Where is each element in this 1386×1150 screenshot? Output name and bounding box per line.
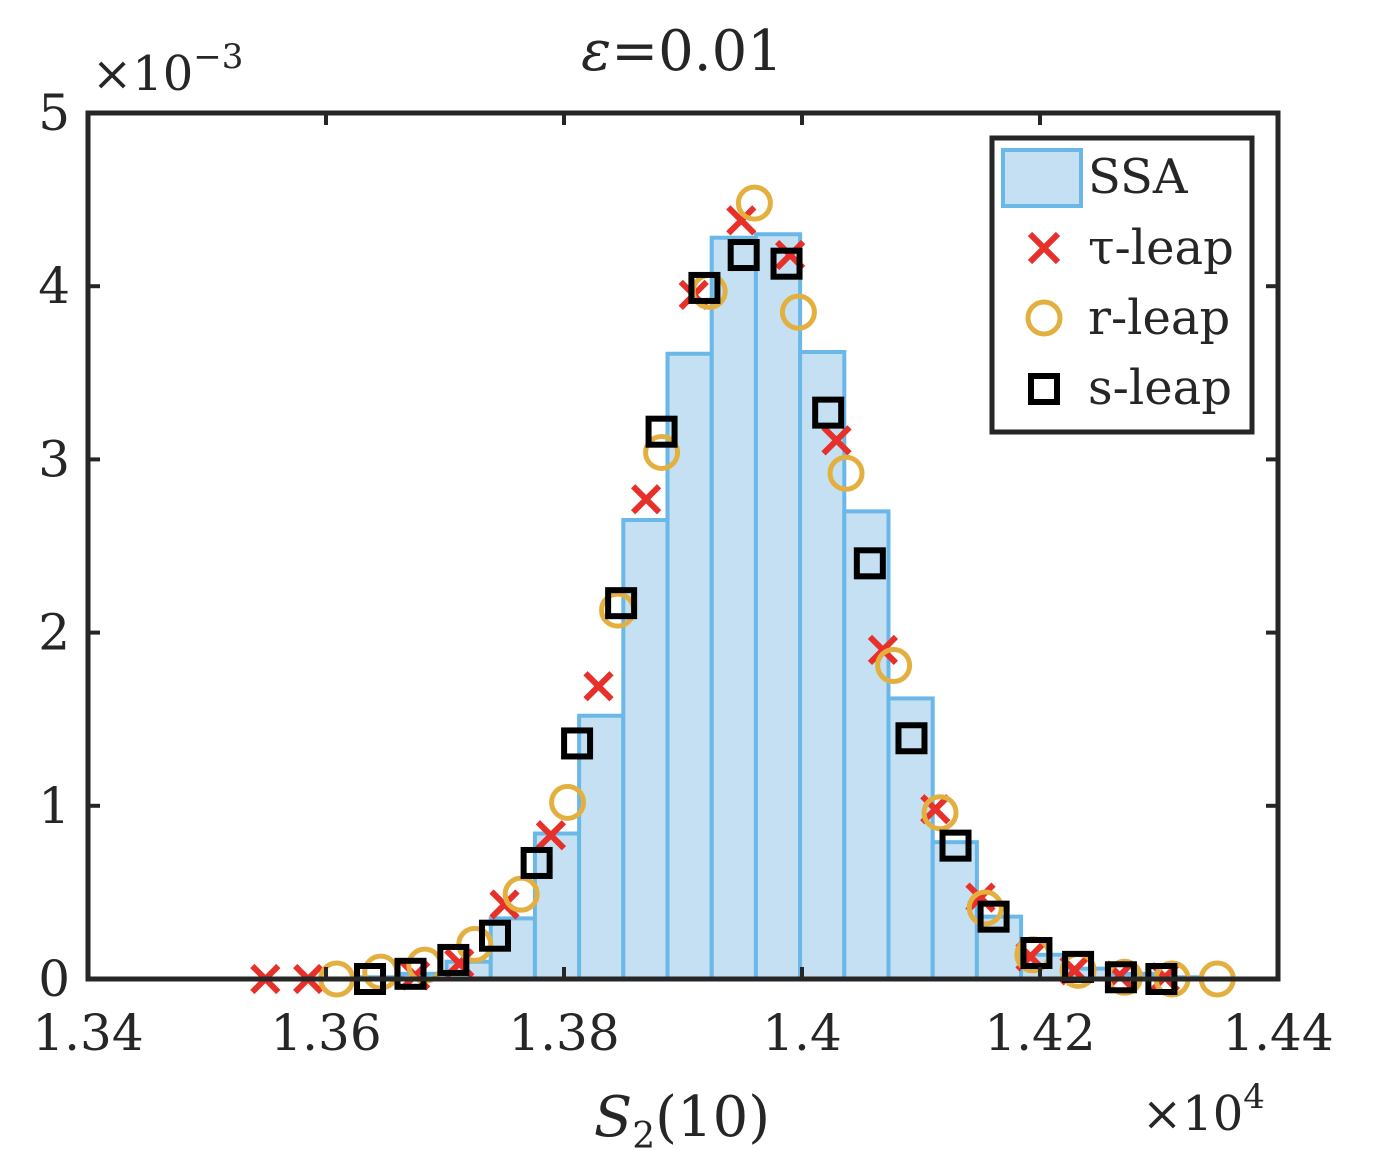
s-leap-marker — [727, 239, 760, 272]
legend-marker-s-leap — [1028, 373, 1060, 405]
histogram-bar — [798, 350, 847, 981]
tick-labels: 1.34 1.36 1.38 1.4 1.42 1.44 0 1 2 3 4 5 — [32, 84, 1333, 1062]
r-leap-marker — [549, 783, 587, 821]
legend-marker-r-leap — [1025, 299, 1063, 337]
tau-leap-marker-stroke — [489, 889, 520, 920]
tau-leap-marker-stroke — [583, 671, 614, 702]
legend-swatch-ssa — [1001, 148, 1083, 208]
tau-leap-marker — [630, 484, 662, 515]
s-leap-marker — [437, 943, 470, 976]
tau-leap-marker — [535, 820, 567, 851]
r-leap-marker — [735, 184, 773, 222]
x-tick-label: 1.4 — [762, 1004, 842, 1062]
histogram-bar — [842, 509, 891, 981]
s-leap-marker — [478, 919, 511, 952]
tau-leap-marker-stroke — [821, 425, 852, 456]
s-leap-marker — [394, 957, 427, 990]
markers — [250, 184, 1236, 998]
legend-label-tau-leap: τ-leap — [1088, 220, 1234, 276]
s-leap-marker — [939, 829, 972, 862]
histogram-bar — [532, 831, 582, 982]
s-leap-marker — [895, 722, 928, 755]
tau-leap-marker — [726, 205, 757, 236]
s-leap-marker — [853, 547, 886, 580]
y-tick-label: 5 — [38, 84, 70, 142]
r-leap-marker — [643, 433, 681, 471]
axes-frame — [85, 110, 1281, 982]
r-leap-marker — [502, 875, 540, 913]
y-tick-label: 1 — [38, 777, 70, 835]
x-tick-label: 1.42 — [984, 1004, 1095, 1062]
s-leap-marker — [520, 846, 553, 879]
r-leap-marker — [779, 293, 817, 331]
tau-leap-marker-stroke — [774, 239, 806, 271]
tau-leap-marker-stroke — [726, 205, 757, 236]
tau-leap-marker — [821, 425, 852, 456]
s-leap-marker — [812, 396, 845, 429]
histogram-bar — [753, 232, 803, 982]
tau-leap-marker-stroke — [867, 634, 899, 666]
tau-leap-marker — [583, 671, 614, 702]
s-leap-marker — [1020, 937, 1053, 970]
x-tick-label: 1.38 — [508, 1004, 619, 1062]
tau-leap-marker-stroke — [630, 484, 662, 515]
s-leap-marker — [605, 587, 638, 620]
s-leap-marker — [645, 415, 678, 448]
tau-leap-marker — [489, 889, 520, 920]
r-leap-marker — [966, 889, 1004, 927]
y-tick-label: 3 — [38, 430, 70, 488]
x-tick-label: 1.44 — [1222, 1004, 1333, 1062]
x-axis-label: S2(10) — [594, 1085, 770, 1150]
histogram-bar — [577, 713, 626, 982]
s-leap-marker — [688, 271, 721, 304]
histogram-bar — [709, 235, 758, 982]
x-tick-label: 1.34 — [32, 1004, 143, 1062]
histogram-bars — [356, 232, 1200, 982]
s-leap-marker — [977, 900, 1010, 933]
r-leap-marker — [875, 647, 913, 685]
legend-label-ssa: SSA — [1088, 149, 1189, 205]
axes — [85, 110, 1281, 982]
s-leap-marker — [561, 727, 594, 760]
y-multiplier: ×10−3 — [92, 37, 243, 102]
r-leap-marker — [827, 454, 865, 492]
y-tick-label: 0 — [38, 950, 70, 1008]
chart-title: ε=0.01 — [581, 19, 783, 84]
x-multiplier: ×104 — [1142, 1077, 1265, 1142]
s-leap-marker — [770, 247, 803, 280]
legend: SSA τ-leap r-leap s-leap — [989, 135, 1255, 435]
tau-leap-marker — [867, 634, 899, 666]
r-leap-marker — [921, 794, 959, 832]
legend-label-s-leap: s-leap — [1088, 360, 1232, 416]
legend-label-r-leap: r-leap — [1088, 290, 1230, 346]
legend-marker-tau-leap — [1027, 231, 1061, 265]
tau-leap-marker-stroke — [535, 820, 567, 851]
y-tick-label: 2 — [38, 604, 70, 662]
y-tick-label: 4 — [38, 257, 70, 315]
x-tick-label: 1.36 — [270, 1004, 381, 1062]
